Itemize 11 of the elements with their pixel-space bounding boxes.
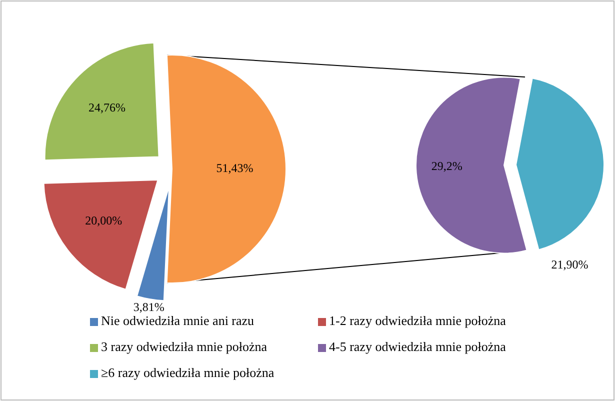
legend-label: 1-2 razy odwiedziła mnie położna [329,312,506,328]
data-label: 51,43% [216,160,254,175]
data-label: 24,76% [88,100,126,114]
data-label: 20,00% [85,214,122,228]
data-label: 21,90% [551,258,588,272]
data-label: 3,81% [133,300,164,314]
legend-label: 3 razy odwiedziła mnie położna [101,338,268,354]
legend-label: ≥6 razy odwiedziła mnie położna [101,364,274,380]
data-label: 29,2% [431,159,462,174]
legend-label: Nie odwiedziła mnie ani razu [101,312,255,328]
legend-label: 4-5 razy odwiedziła mnie położna [329,338,506,354]
